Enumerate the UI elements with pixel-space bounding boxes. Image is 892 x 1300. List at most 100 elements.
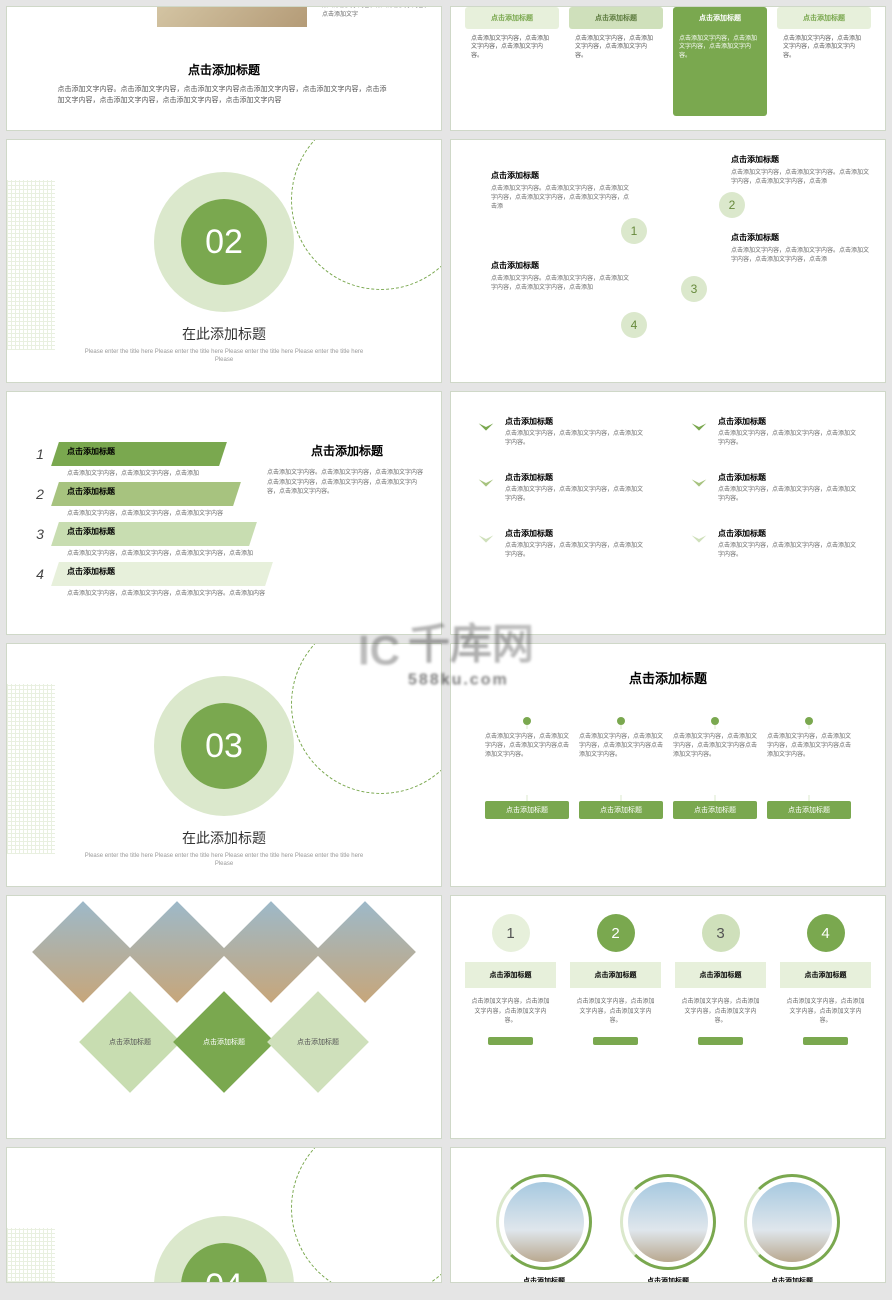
item-title: 点击添加标题	[491, 170, 631, 181]
section-number: 04	[181, 1243, 267, 1283]
row-number: 4	[27, 562, 53, 586]
tab-title: 点击添加标题	[465, 7, 559, 29]
image-caption: 点击添加文字内容。点击添加文字内容，点击添加文字	[322, 6, 432, 20]
item-body: 点击添加文字内容，点击添加文字内容，点击添加文字内容。	[718, 486, 861, 504]
col-body: 点击添加文字内容，点击添加文字内容，点击添加文字内容点击添加文字内容。	[673, 729, 757, 795]
ring-caption: 点击添加标题	[496, 1276, 592, 1283]
row-number: 2	[27, 482, 53, 506]
diamond-label: 点击添加标题	[79, 991, 181, 1093]
section-number: 02	[181, 199, 267, 285]
decorative-hatch	[7, 684, 55, 854]
tab-column: 点击添加标题点击添加文字内容，点击添加文字内容，点击添加文字内容。	[465, 7, 559, 116]
section-04: 04	[6, 1147, 442, 1283]
card-column: 2点击添加标题点击添加文字内容，点击添加文字内容，点击添加文字内容。	[570, 914, 661, 1045]
chevron-down-icon	[475, 472, 497, 499]
card-body: 点击添加文字内容，点击添加文字内容，点击添加文字内容。	[780, 988, 871, 1037]
item-title: 点击添加标题	[731, 154, 871, 165]
tab-body: 点击添加文字内容，点击添加文字内容，点击添加文字内容。	[465, 29, 559, 60]
diamond-label: 点击添加标题	[173, 991, 275, 1093]
list-row: 4 点击添加标题点击添加文字内容，点击添加文字内容，点击添加文字内容。点击添加内容	[21, 562, 427, 600]
card-column: 1点击添加标题点击添加文字内容，点击添加文字内容，点击添加文字内容。	[465, 914, 556, 1045]
tab-body: 点击添加文字内容，点击添加文字内容，点击添加文字内容。	[569, 29, 663, 60]
item-title: 点击添加标题	[731, 232, 871, 243]
ring-caption: 点击添加标题	[620, 1276, 716, 1283]
image-placeholder	[157, 6, 307, 27]
chevron-item: 点击添加标题点击添加文字内容，点击添加文字内容，点击添加文字内容。	[475, 416, 648, 448]
section-circle-outer: 03	[154, 676, 294, 816]
diamond-text: 点击添加标题	[203, 1037, 245, 1047]
card-column: 3点击添加标题点击添加文字内容，点击添加文字内容，点击添加文字内容。	[675, 914, 766, 1045]
card-bar	[488, 1037, 534, 1045]
col-tab: 点击添加标题	[579, 801, 663, 819]
chevron-item: 点击添加标题点击添加文字内容，点击添加文字内容，点击添加文字内容。	[475, 472, 648, 504]
row-body: 点击添加文字内容，点击添加文字内容，点击添加文字内容	[67, 508, 223, 517]
ring-image	[496, 1174, 592, 1270]
card-bar	[803, 1037, 849, 1045]
tab-column: 点击添加标题点击添加文字内容，点击添加文字内容，点击添加文字内容。	[673, 7, 767, 116]
section-circle-outer: 02	[154, 172, 294, 312]
slide-diamonds: 点击添加标题 点击添加标题 点击添加标题	[6, 895, 442, 1139]
col-tab: 点击添加标题	[673, 801, 757, 819]
slide-image-caption: 点击添加文字内容。点击添加文字内容，点击添加文字 点击添加标题 点击添加文字内容…	[6, 6, 442, 131]
card-title: 点击添加标题	[780, 962, 871, 988]
chevron-down-icon	[688, 528, 710, 555]
section-02: 02 在此添加标题 Please enter the title here Pl…	[6, 139, 442, 383]
card-body: 点击添加文字内容，点击添加文字内容，点击添加文字内容。	[465, 988, 556, 1037]
decorative-arc	[291, 139, 442, 290]
right-title: 点击添加标题	[267, 442, 427, 459]
item-title: 点击添加标题	[491, 260, 631, 271]
row-title: 点击添加标题	[67, 446, 115, 457]
list-row: 3点击添加标题点击添加文字内容，点击添加文字内容，点击添加文字内容，点击添加	[21, 522, 427, 560]
card-body: 点击添加文字内容，点击添加文字内容，点击添加文字内容。	[570, 988, 661, 1037]
dot-icon	[711, 717, 719, 725]
item-body: 点击添加文字内容，点击添加文字内容，点击添加文字内容。	[718, 430, 861, 448]
slide-four-tabs: 点击添加标题点击添加文字内容，点击添加文字内容，点击添加文字内容。点击添加标题点…	[450, 6, 886, 131]
item-body: 点击添加文字内容，点击添加文字内容。点击添加文字内容，点击添加文字内容，点击添	[731, 169, 871, 187]
item-body: 点击添加文字内容，点击添加文字内容，点击添加文字内容。	[505, 430, 648, 448]
diamond-image	[314, 901, 416, 1003]
section-title: 在此添加标题	[21, 828, 427, 848]
col-tab: 点击添加标题	[767, 801, 851, 819]
item-title: 点击添加标题	[718, 528, 861, 539]
diamond-image	[126, 901, 228, 1003]
ring-image	[744, 1174, 840, 1270]
ring-item: 点击添加标题	[620, 1174, 716, 1282]
dot-column: 点击添加文字内容，点击添加文字内容，点击添加文字内容点击添加文字内容。点击添加标…	[579, 717, 663, 819]
ring-image	[620, 1174, 716, 1270]
item-body: 点击添加文字内容，点击添加文字内容，点击添加文字内容。	[718, 542, 861, 560]
tab-body: 点击添加文字内容，点击添加文字内容，点击添加文字内容。	[673, 29, 767, 60]
row-title: 点击添加标题	[67, 486, 115, 497]
number-circle: 2	[719, 192, 745, 218]
number-circle: 3	[681, 276, 707, 302]
col-body: 点击添加文字内容，点击添加文字内容，点击添加文字内容点击添加文字内容。	[485, 729, 569, 795]
diamond-text: 点击添加标题	[297, 1037, 339, 1047]
card-title: 点击添加标题	[465, 962, 556, 988]
tab-title: 点击添加标题	[569, 7, 663, 29]
section-subtitle: Please enter the title here Please enter…	[82, 852, 366, 869]
row-title: 点击添加标题	[67, 566, 115, 577]
chevron-item: 点击添加标题点击添加文字内容，点击添加文字内容，点击添加文字内容。	[688, 416, 861, 448]
col-body: 点击添加文字内容，点击添加文字内容，点击添加文字内容点击添加文字内容。	[579, 729, 663, 795]
row-title: 点击添加标题	[67, 526, 115, 537]
number-circle: 2	[597, 914, 635, 952]
col-tab: 点击添加标题	[485, 801, 569, 819]
right-column: 点击添加标题 点击添加文字内容。点击添加文字内容，点击添加文字内容点击添加文字内…	[267, 442, 427, 498]
item-title: 点击添加标题	[505, 528, 648, 539]
dot-column: 点击添加文字内容，点击添加文字内容，点击添加文字内容点击添加文字内容。点击添加标…	[673, 717, 757, 819]
decorative-hatch	[7, 180, 55, 350]
item-title: 点击添加标题	[505, 416, 648, 427]
ring-item: 点击添加标题	[496, 1174, 592, 1282]
item-title: 点击添加标题	[718, 472, 861, 483]
tab-column: 点击添加标题点击添加文字内容，点击添加文字内容，点击添加文字内容。	[777, 7, 871, 116]
chevron-item: 点击添加标题点击添加文字内容，点击添加文字内容，点击添加文字内容。	[688, 528, 861, 560]
card-bar	[698, 1037, 744, 1045]
row-number: 1	[27, 442, 53, 466]
number-circle: 1	[621, 218, 647, 244]
row-body: 点击添加文字内容，点击添加文字内容，点击添加文字内容。点击添加内容	[67, 588, 265, 597]
row-body: 点击添加文字内容，点击添加文字内容，点击添加	[67, 468, 199, 477]
chevron-down-icon	[688, 416, 710, 443]
ring-item: 点击添加标题	[744, 1174, 840, 1282]
slide-ring-images: 点击添加标题点击添加标题点击添加标题	[450, 1147, 886, 1283]
number-circle: 4	[621, 312, 647, 338]
row-body: 点击添加文字内容，点击添加文字内容，点击添加文字内容，点击添加	[67, 548, 253, 557]
